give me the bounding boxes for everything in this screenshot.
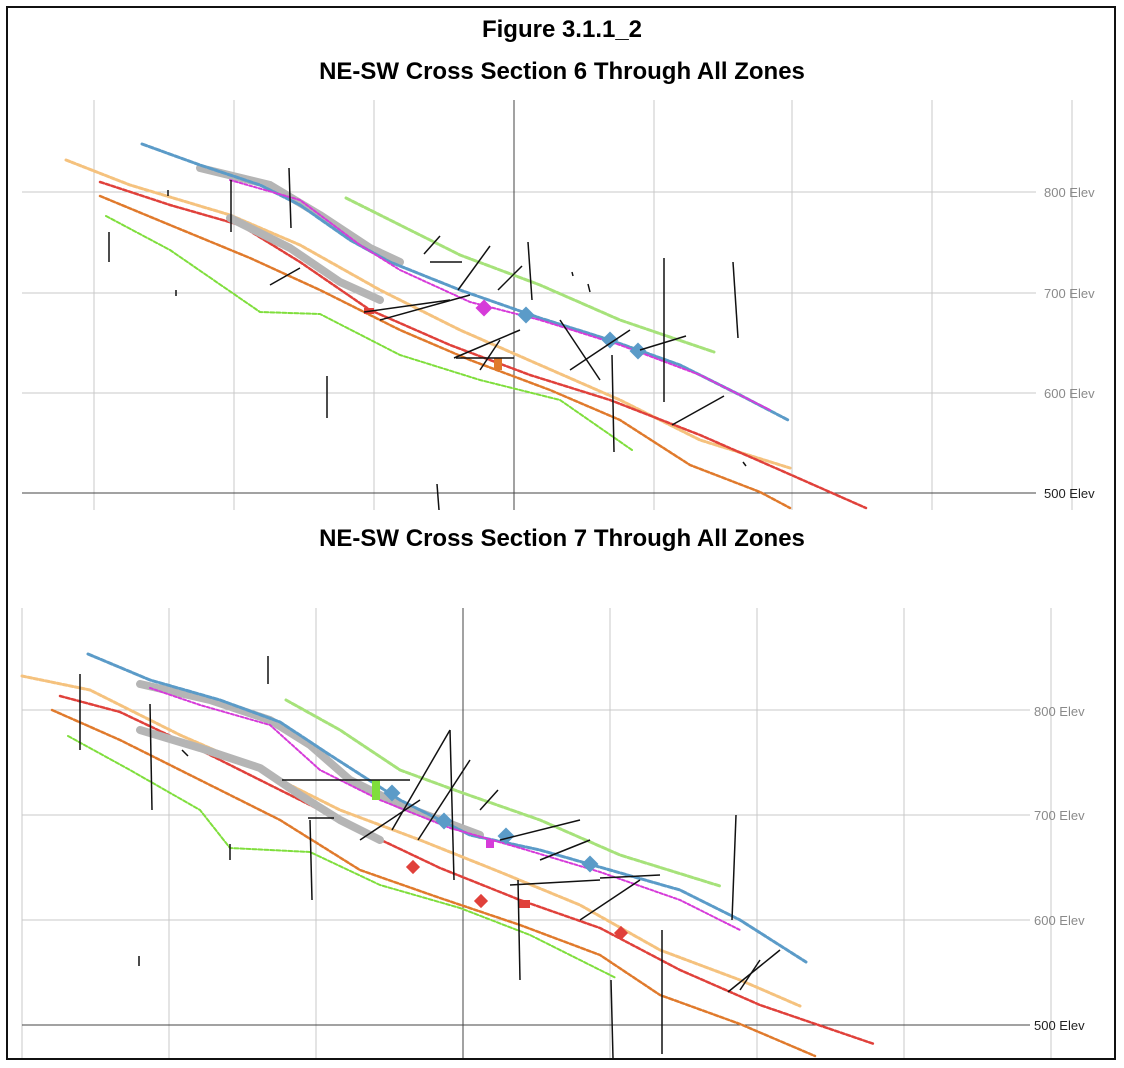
section-6-elev-600: 600 Elev: [1044, 386, 1095, 401]
section-7-orange-zone: [50, 708, 817, 1058]
figure-title: Figure 3.1.1_2: [481, 16, 643, 43]
section-7-green-zone: [67, 735, 617, 979]
figure-frame: [6, 6, 1116, 1060]
section-6-orange-zone: [98, 194, 792, 510]
section-7-red-zone: [58, 694, 876, 1046]
section-7-elev-800: 800 Elev: [1034, 704, 1085, 719]
section-7-drillholes: [79, 656, 781, 1059]
section-7-blue-zone: [86, 652, 808, 964]
section-7-elev-600: 600 Elev: [1034, 913, 1085, 928]
section-7-elev-700: 700 Elev: [1034, 808, 1085, 823]
section-6-blue-zone: [140, 142, 790, 422]
section-6-elev-700: 700 Elev: [1044, 286, 1095, 301]
section-7-magenta-zone: [149, 687, 741, 931]
section-7-title: NE-SW Cross Section 7 Through All Zones: [319, 525, 805, 552]
section-7-elev-500: 500 Elev: [1034, 1018, 1085, 1033]
section-6-drillholes: [108, 167, 747, 511]
section-7-grey-zone-lower: [136, 726, 384, 844]
section-7-zone-markers: [372, 780, 629, 941]
section-7-grey-zone-upper: [136, 680, 484, 839]
section-6-title: NE-SW Cross Section 6 Through All Zones: [319, 58, 805, 85]
section-6-grey-zone-lower: [226, 214, 384, 304]
section-6-plot: 800 Elev 700 Elev 600 Elev 500 Elev: [22, 100, 1095, 511]
section-6-green-zone: [105, 215, 633, 451]
section-6-light-green-zone: [344, 196, 716, 354]
section-6-elev-500: 500 Elev: [1044, 486, 1095, 501]
section-6-grid: [22, 100, 1073, 510]
section-6-magenta-zone: [229, 179, 771, 411]
section-7-grid: [21, 608, 1052, 1058]
section-7-light-green-zone: [284, 698, 722, 888]
section-6-elev-800: 800 Elev: [1044, 185, 1095, 200]
section-6-red-zone: [98, 180, 868, 510]
